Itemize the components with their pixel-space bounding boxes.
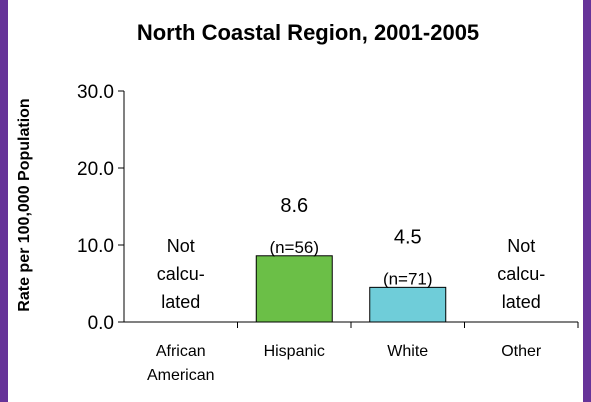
bar [255, 255, 333, 323]
y-tick-label: 30.0 [77, 82, 114, 103]
chart-svg: North Coastal Region, 2001-2005 Rate per… [16, 20, 579, 384]
not-calculated-note: lated [161, 292, 200, 312]
chart-frame: North Coastal Region, 2001-2005 Rate per… [8, 0, 583, 402]
not-calculated-note: calcu- [497, 264, 545, 284]
x-category-label: American [147, 367, 215, 384]
y-tick-label: 20.0 [77, 159, 114, 180]
not-calculated-note: calcu- [157, 264, 205, 284]
not-calculated-note: Not [507, 236, 535, 256]
bar-value-label: 8.6 [280, 195, 308, 217]
x-category-label: Hispanic [264, 343, 325, 360]
bar-n-label: (n=71) [383, 269, 433, 288]
chart-title: North Coastal Region, 2001-2005 [137, 20, 479, 45]
not-calculated-note: Not [167, 236, 195, 256]
chart-marks: Not calcu-lated (n=56) 8.6 (n=71) 4.5 Not calcu… [157, 195, 545, 323]
x-category-label: White [387, 343, 428, 360]
y-tick-label: 10.0 [77, 236, 114, 257]
bar-n-label: (n=56) [269, 238, 319, 257]
bar [369, 286, 447, 323]
y-tick-label: 0.0 [88, 313, 114, 334]
not-calculated-note: lated [502, 292, 541, 312]
bar-value-label: 4.5 [394, 226, 422, 248]
x-category-label: African [156, 343, 206, 360]
y-axis-label: Rate per 100,000 Population [16, 98, 33, 311]
x-category-label: Other [501, 343, 542, 360]
axes: 0.0 10.0 20.0 30.0 African American Hispanic Wh… [77, 82, 579, 384]
